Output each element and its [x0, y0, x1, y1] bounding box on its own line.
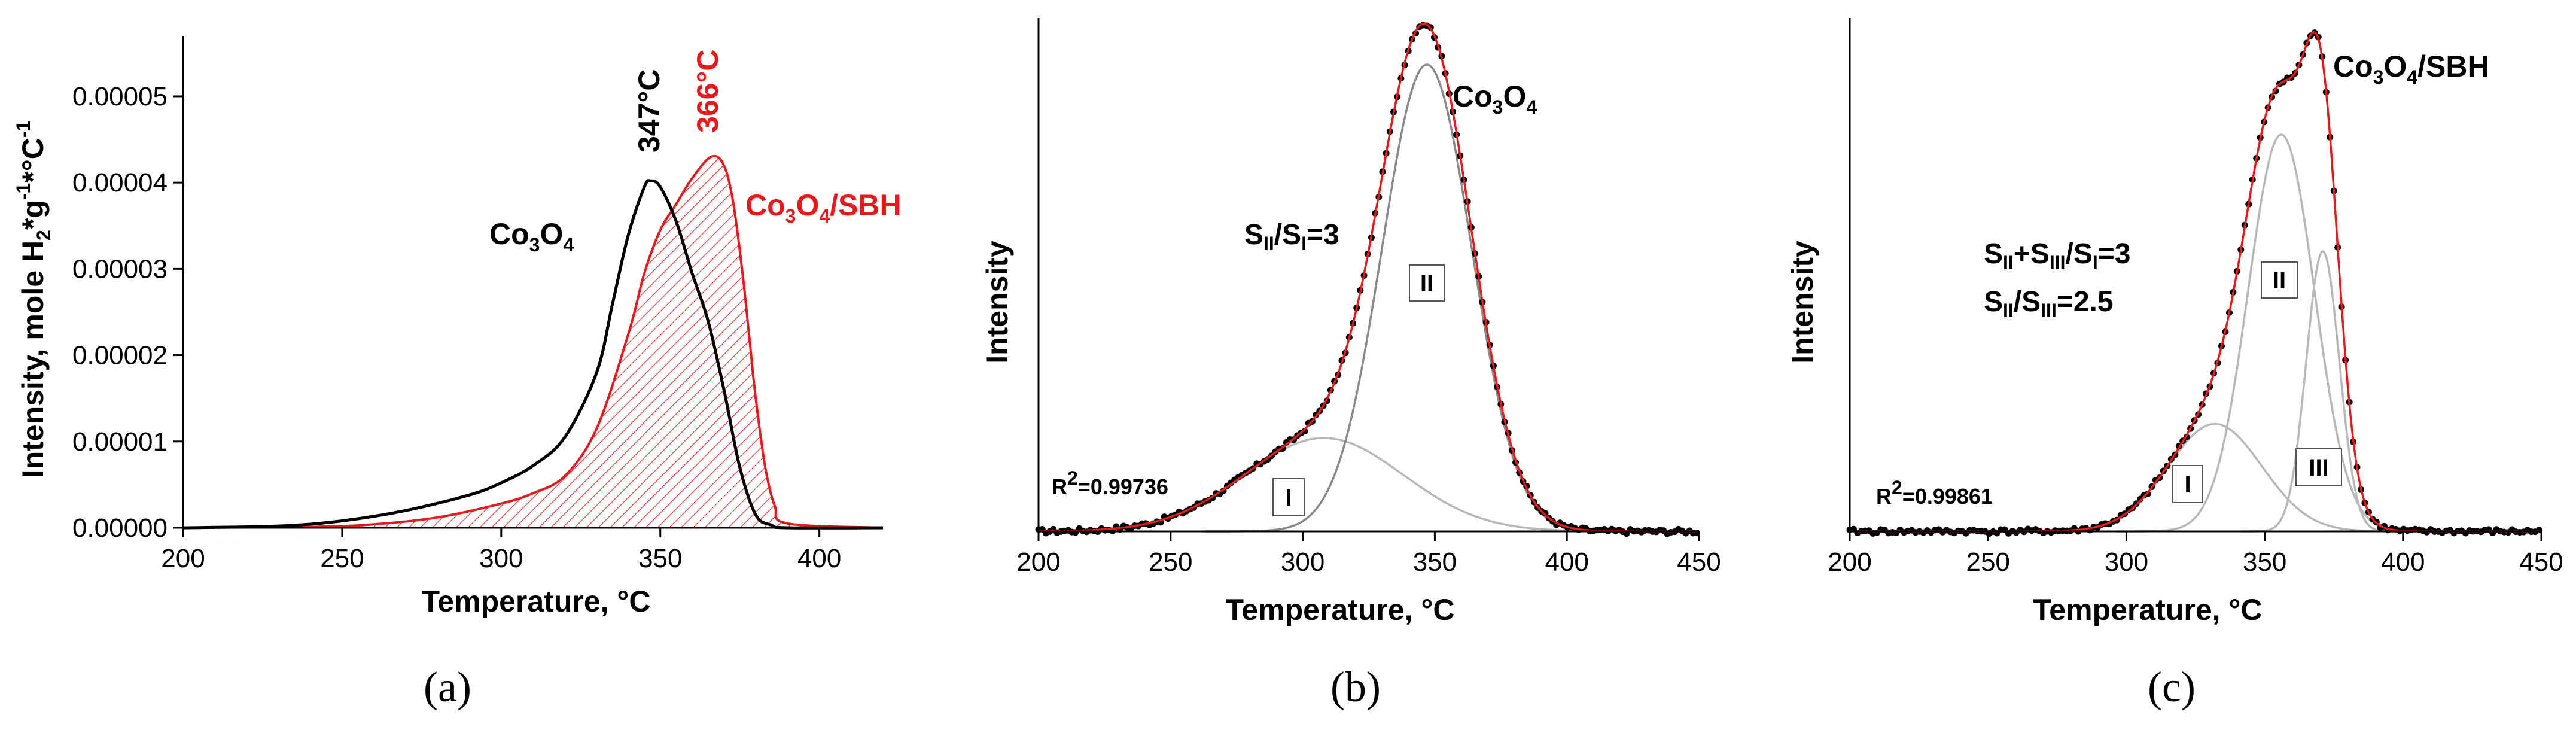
- panel-c-axes: [1849, 18, 2541, 533]
- c-x-tick-label: 350: [2243, 548, 2286, 577]
- b-x-tick-label: 400: [1545, 548, 1588, 577]
- panel-b-chart: 200 250 300 350 400 450 Intensity Temperature…: [981, 18, 1721, 711]
- panel-a-ticks: 200 250 300 350 400 0.00000 0.00001 0.00002 0.00…: [72, 82, 841, 573]
- panel-a-peak-label-sbh: 366°C: [691, 49, 724, 133]
- c-x-tick-label: 250: [1966, 548, 2009, 577]
- a-y-tick-label: 0.00003: [72, 254, 168, 284]
- panel-c-peak-box-i: [2172, 465, 2203, 503]
- a-x-tick-label: 400: [797, 544, 841, 573]
- a-y-tick-label: 0.00000: [72, 513, 168, 543]
- a-y-tick-label: 0.00002: [72, 341, 168, 370]
- panel-c-ratio-2: SII/SIII=2.5: [1984, 286, 2114, 321]
- panel-c-ratio-1: SII+SIII/SI=3: [1984, 238, 2131, 273]
- panel-b-caption: (b): [1330, 663, 1381, 711]
- panel-c-r-squared: R2=0.99861: [1876, 477, 1993, 509]
- a-x-tick-label: 200: [161, 544, 205, 573]
- b-x-tick-label: 350: [1413, 548, 1457, 577]
- panel-c-x-axis-label: Temperature, °C: [2033, 593, 2262, 626]
- panel-c-ticks: 200 250 300 350 400 450: [1828, 531, 2563, 577]
- b-x-tick-label: 300: [1281, 548, 1324, 577]
- panel-a-series-co3o4-line: [182, 179, 884, 530]
- panel-c-peak-box-iii: [2295, 448, 2342, 486]
- c-x-tick-label: 450: [2519, 548, 2563, 577]
- a-y-tick-label: 0.00001: [72, 427, 168, 457]
- c-x-tick-label: 300: [2105, 548, 2148, 577]
- panel-a-caption: (a): [424, 663, 471, 711]
- a-x-tick-label: 350: [638, 544, 682, 573]
- panel-c-chart: 200 250 300 350 400 450 Intensity Temperature…: [1786, 18, 2563, 711]
- panel-b-axes: [1037, 18, 1699, 533]
- c-component-ii: [2118, 133, 2445, 533]
- panel-b-title: Co3O4: [1453, 80, 1537, 118]
- panel-c-peak-box-ii: [2261, 261, 2298, 299]
- panel-b-x-axis-label: Temperature, °C: [1225, 593, 1454, 626]
- panel-c-plot-area: [1846, 29, 2542, 537]
- panel-b-ratio: SII/SI=3: [1244, 219, 1339, 254]
- panel-a-series-sbh-area: [183, 156, 883, 528]
- b-experimental-point: [1542, 510, 1549, 517]
- panel-b-peak-label-i: I: [1285, 485, 1292, 511]
- panel-b-ticks: 200 250 300 350 400 450: [1016, 531, 1721, 577]
- panel-a-plot-area: [182, 154, 884, 530]
- panel-c-caption: (c): [2148, 663, 2196, 711]
- panel-b-peak-box-ii: [1409, 264, 1445, 302]
- c-x-tick-label: 400: [2381, 548, 2425, 577]
- c-fit-line: [1850, 31, 2541, 533]
- b-x-tick-label: 200: [1016, 548, 1060, 577]
- panel-b-peak-label-ii: II: [1420, 270, 1433, 297]
- panel-c-peak-label-iii: III: [2309, 455, 2328, 481]
- a-y-tick-label: 0.00004: [72, 168, 168, 197]
- b-x-tick-label: 250: [1149, 548, 1192, 577]
- a-y-tick-label: 0.00005: [72, 82, 168, 111]
- panel-c-peak-label-i: I: [2184, 472, 2191, 498]
- a-x-tick-label: 250: [320, 544, 364, 573]
- panel-c-y-axis-label: Intensity: [1786, 241, 1819, 364]
- b-x-tick-label: 450: [1677, 548, 1721, 577]
- a-x-tick-label: 300: [479, 544, 523, 573]
- panel-b-plot-area: [1035, 22, 1700, 537]
- panel-a-peak-label-co3o4: 347°C: [632, 69, 666, 153]
- panel-a-chart: 200 250 300 350 400 0.00000 0.00001 0.00002 0.00…: [13, 36, 902, 711]
- panel-c-title: Co3O4/SBH: [2333, 50, 2489, 88]
- panel-a-label-co3o4-sbh: Co3O4/SBH: [745, 188, 902, 227]
- b-fit-line: [1038, 22, 1699, 533]
- panel-b-r-squared: R2=0.99736: [1052, 467, 1168, 499]
- panel-c-peak-label-ii: II: [2273, 267, 2286, 294]
- panel-a-axes: [182, 36, 883, 529]
- panel-b-peak-box-i: [1272, 478, 1305, 516]
- panel-b-y-axis-label: Intensity: [981, 241, 1014, 364]
- c-component-iii: [2242, 250, 2403, 533]
- panel-a-x-axis-label: Temperature, °C: [421, 585, 650, 618]
- panel-a-label-co3o4: Co3O4: [489, 217, 574, 256]
- c-x-tick-label: 200: [1828, 548, 1871, 577]
- panel-a-y-axis-label: Intensity, mole H2*g-1*°C-1: [13, 121, 54, 478]
